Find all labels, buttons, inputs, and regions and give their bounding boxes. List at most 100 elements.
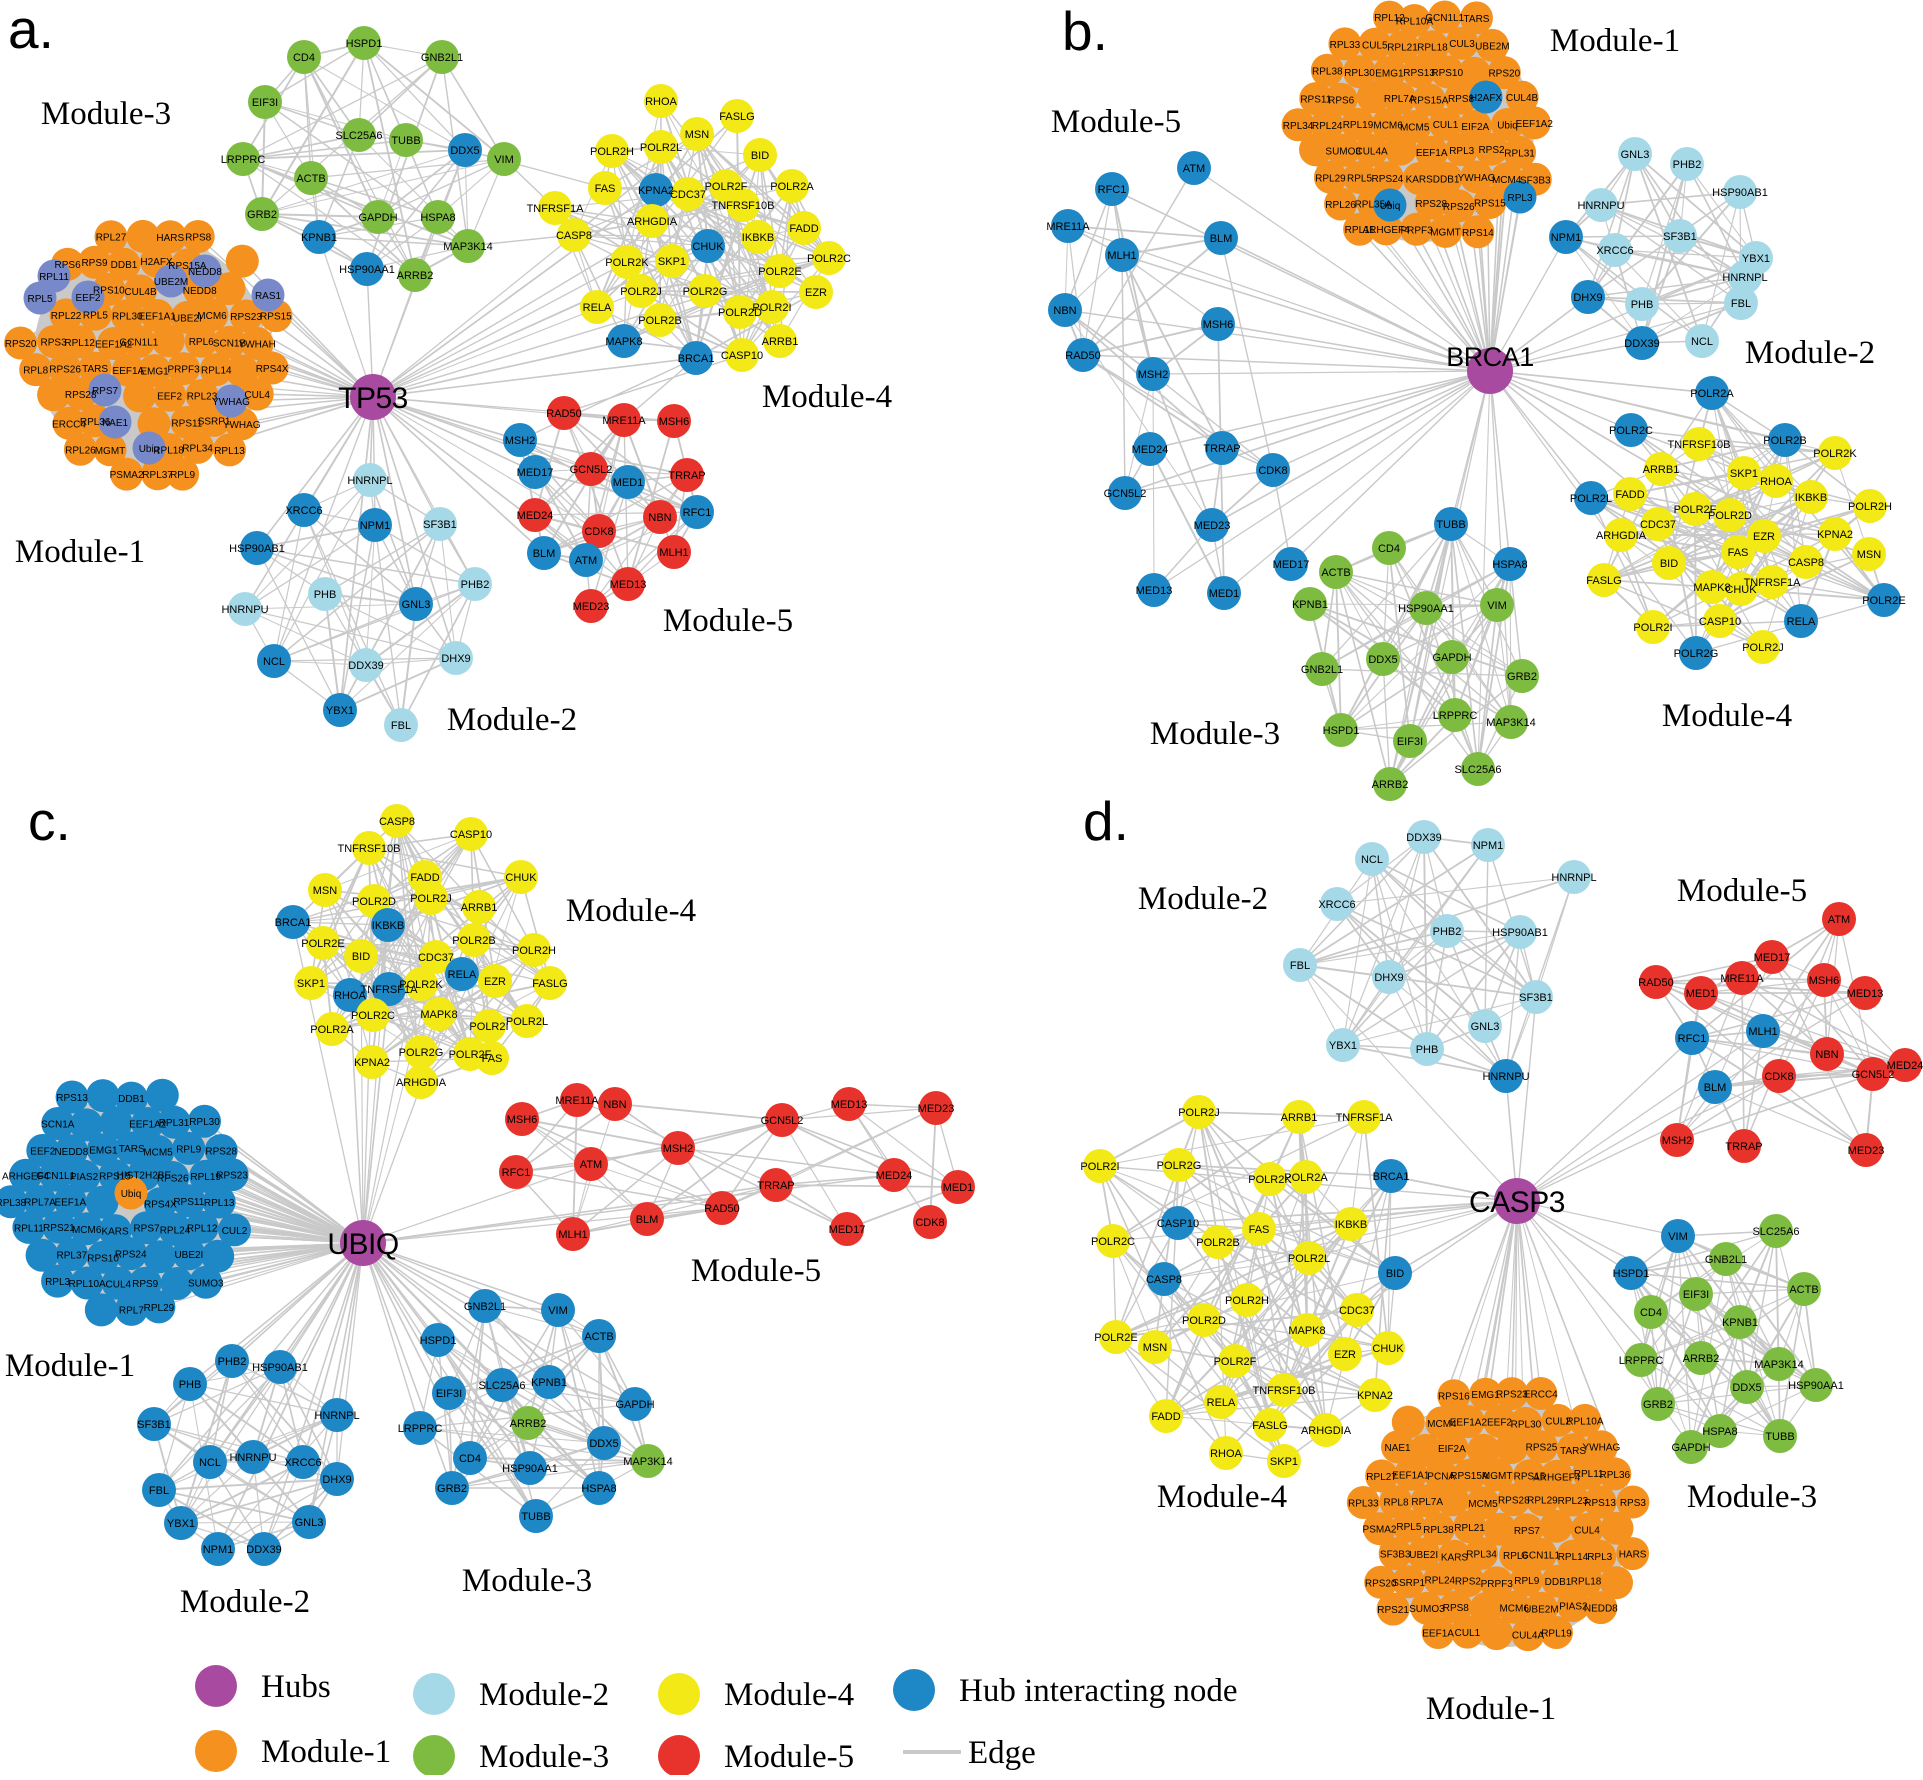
svg-text:RPS15: RPS15	[1514, 1472, 1546, 1483]
svg-text:MED17: MED17	[517, 467, 554, 479]
svg-text:SSRP1: SSRP1	[1392, 1578, 1425, 1589]
svg-text:MRE11A: MRE11A	[1046, 221, 1090, 233]
svg-text:POLR2E: POLR2E	[301, 938, 344, 950]
svg-text:ATM: ATM	[1183, 163, 1205, 175]
svg-text:EEF2: EEF2	[157, 391, 182, 402]
svg-text:RPL13: RPL13	[214, 446, 245, 457]
svg-text:d.: d.	[1083, 790, 1129, 852]
svg-text:RPL7A: RPL7A	[1384, 94, 1416, 105]
svg-text:ARHGDIA: ARHGDIA	[1596, 530, 1647, 542]
svg-text:VIM: VIM	[548, 1305, 568, 1317]
svg-text:RPS11: RPS11	[173, 1197, 204, 1208]
svg-text:POLR2L: POLR2L	[640, 142, 682, 154]
svg-text:RPS9: RPS9	[132, 1279, 159, 1290]
svg-text:ARHGDIA: ARHGDIA	[1301, 1425, 1352, 1437]
svg-text:MED13: MED13	[1847, 988, 1884, 1000]
svg-text:POLR2H: POLR2H	[512, 945, 556, 957]
svg-text:RPL14: RPL14	[1558, 1552, 1589, 1563]
svg-text:TARS: TARS	[1464, 14, 1490, 25]
svg-text:RELA: RELA	[1207, 1397, 1236, 1409]
svg-text:RPL3: RPL3	[45, 1277, 70, 1288]
svg-text:XRCC6: XRCC6	[285, 505, 322, 517]
svg-text:Module-4: Module-4	[1157, 1479, 1287, 1515]
svg-text:POLR2C: POLR2C	[1091, 1236, 1135, 1248]
svg-text:RPL3: RPL3	[1587, 1552, 1612, 1563]
svg-text:XRCC6: XRCC6	[1318, 899, 1355, 911]
svg-text:Module-2: Module-2	[1138, 881, 1268, 917]
svg-text:PSMA2: PSMA2	[1363, 1525, 1397, 1536]
svg-text:GAPDH: GAPDH	[1671, 1442, 1710, 1454]
svg-text:HSP90AA1: HSP90AA1	[502, 1463, 558, 1475]
svg-text:RPL10A: RPL10A	[68, 1279, 106, 1290]
svg-text:ACTB: ACTB	[1789, 1284, 1818, 1296]
svg-text:SKP1: SKP1	[658, 256, 686, 268]
svg-text:HNRNPU: HNRNPU	[1482, 1071, 1529, 1083]
svg-text:MED24: MED24	[876, 1170, 913, 1182]
svg-text:GNB2L1: GNB2L1	[1705, 1254, 1747, 1266]
svg-text:Module-5: Module-5	[1677, 873, 1807, 909]
svg-text:SKP1: SKP1	[1730, 468, 1758, 480]
svg-text:POLR2A: POLR2A	[310, 1024, 354, 1036]
svg-text:POLR2B: POLR2B	[1763, 435, 1806, 447]
svg-text:KARS: KARS	[1406, 175, 1434, 186]
svg-text:GCN5L2: GCN5L2	[761, 1115, 804, 1127]
svg-text:BLM: BLM	[636, 1214, 659, 1226]
svg-text:CUL4B: CUL4B	[124, 287, 157, 298]
svg-text:CUL3: CUL3	[1449, 39, 1475, 50]
svg-text:YWHAG: YWHAG	[223, 420, 261, 431]
svg-text:NEDD8: NEDD8	[1584, 1604, 1618, 1615]
svg-text:HIST2H2BE: HIST2H2BE	[117, 1170, 172, 1181]
svg-text:ATM: ATM	[580, 1159, 602, 1171]
svg-text:HSP90AB1: HSP90AB1	[229, 543, 285, 555]
svg-text:POLR2G: POLR2G	[1674, 648, 1719, 660]
svg-text:RPS10: RPS10	[1431, 68, 1463, 79]
svg-text:CASP8: CASP8	[379, 816, 415, 828]
svg-text:MED13: MED13	[831, 1099, 868, 1111]
svg-text:b.: b.	[1062, 0, 1108, 62]
svg-text:RFC1: RFC1	[502, 1167, 531, 1179]
svg-text:FBL: FBL	[391, 720, 411, 732]
svg-text:TUBB: TUBB	[521, 1511, 550, 1523]
svg-text:POLR2H: POLR2H	[590, 146, 634, 158]
svg-text:DHX9: DHX9	[441, 653, 470, 665]
svg-text:Module-5: Module-5	[1051, 104, 1181, 140]
svg-text:HNRNPL: HNRNPL	[314, 1410, 359, 1422]
svg-text:RPL30: RPL30	[1344, 68, 1375, 79]
svg-text:RPS24: RPS24	[1372, 174, 1404, 185]
svg-text:MGMT: MGMT	[95, 446, 126, 457]
svg-text:NCL: NCL	[1691, 336, 1713, 348]
svg-text:TNFRSF1A: TNFRSF1A	[527, 203, 585, 215]
svg-text:UBE2M: UBE2M	[154, 277, 188, 288]
svg-text:CUL5: CUL5	[1362, 40, 1388, 51]
svg-text:ARRB2: ARRB2	[1372, 779, 1409, 791]
svg-text:GRB2: GRB2	[437, 1483, 467, 1495]
svg-text:POLR2E: POLR2E	[1862, 595, 1905, 607]
svg-text:EMG1: EMG1	[1375, 69, 1404, 80]
svg-text:MSH6: MSH6	[507, 1114, 538, 1126]
svg-text:MLH1: MLH1	[1107, 250, 1136, 262]
svg-text:MCM6: MCM6	[1373, 121, 1403, 132]
svg-text:RPS28: RPS28	[65, 390, 97, 401]
svg-text:CASP10: CASP10	[450, 829, 492, 841]
svg-text:CHUK: CHUK	[692, 241, 724, 253]
svg-text:RPL34: RPL34	[1466, 1550, 1497, 1561]
svg-text:GRB2: GRB2	[247, 209, 277, 221]
svg-text:UBE2I: UBE2I	[173, 313, 202, 324]
svg-text:RPL34: RPL34	[182, 443, 213, 454]
svg-text:TNFRSF10B: TNFRSF10B	[712, 200, 775, 212]
svg-text:HSPD1: HSPD1	[346, 38, 383, 50]
svg-text:POLR2K: POLR2K	[1813, 448, 1857, 460]
svg-text:MLH1: MLH1	[1748, 1026, 1777, 1038]
svg-text:PCNA: PCNA	[1427, 1472, 1455, 1483]
svg-text:RHOA: RHOA	[334, 990, 366, 1002]
svg-text:POLR2L: POLR2L	[1570, 493, 1612, 505]
svg-text:VIM: VIM	[1487, 600, 1507, 612]
svg-text:DDB1: DDB1	[118, 1094, 145, 1105]
svg-text:CASP8: CASP8	[1146, 1274, 1182, 1286]
svg-text:CD4: CD4	[1378, 543, 1400, 555]
svg-text:SUMO3: SUMO3	[1409, 1604, 1445, 1615]
svg-text:RPL8: RPL8	[1383, 1498, 1408, 1509]
svg-text:ARRB1: ARRB1	[762, 336, 799, 348]
svg-text:RPS21: RPS21	[43, 1223, 75, 1234]
svg-text:RPS13: RPS13	[1584, 1498, 1616, 1509]
